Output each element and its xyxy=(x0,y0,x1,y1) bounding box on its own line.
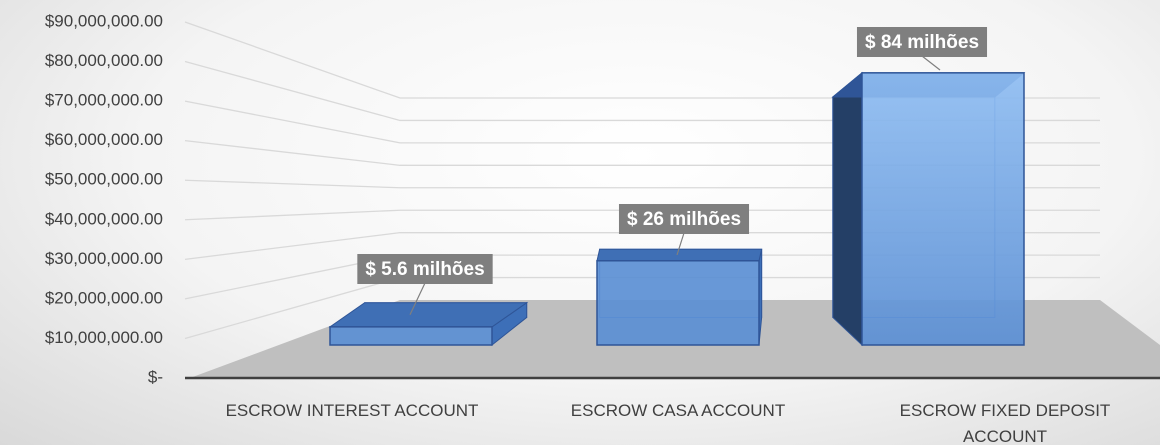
leader-line xyxy=(409,282,426,316)
y-tick-label: $10,000,000.00 xyxy=(45,328,163,347)
bar-top xyxy=(596,248,763,262)
x-tick-label: ESCROW FIXED DEPOSIT ACCOUNT xyxy=(899,401,1111,445)
y-tick-label: $70,000,000.00 xyxy=(45,91,163,110)
value-label-box xyxy=(618,204,750,234)
y-tick-label: $20,000,000.00 xyxy=(45,288,163,307)
bar xyxy=(596,260,760,346)
value-label-box xyxy=(357,254,493,284)
y-tick-label: $90,000,000.00 xyxy=(45,11,163,30)
bar-side xyxy=(832,71,863,347)
value-label: $ 5.6 milhões xyxy=(365,259,484,280)
y-tick-label: $80,000,000.00 xyxy=(45,51,163,70)
value-label: $ 26 milhões xyxy=(627,209,741,230)
leader-line xyxy=(676,232,685,256)
y-tick-label: $50,000,000.00 xyxy=(45,170,163,189)
leader-line xyxy=(921,55,941,71)
y-tick-label: $60,000,000.00 xyxy=(45,130,163,149)
y-tick-label: $- xyxy=(148,367,163,386)
value-label-box xyxy=(856,27,988,57)
y-tick-label: $30,000,000.00 xyxy=(45,249,163,268)
value-label: $ 84 milhões xyxy=(865,32,979,53)
x-tick-label: ESCROW INTEREST ACCOUNT xyxy=(225,401,479,420)
x-tick-label: ESCROW CASA ACCOUNT xyxy=(570,401,786,420)
bar-top xyxy=(328,302,529,328)
bar xyxy=(329,326,493,346)
bar xyxy=(861,72,1025,346)
y-tick-label: $40,000,000.00 xyxy=(45,209,163,228)
